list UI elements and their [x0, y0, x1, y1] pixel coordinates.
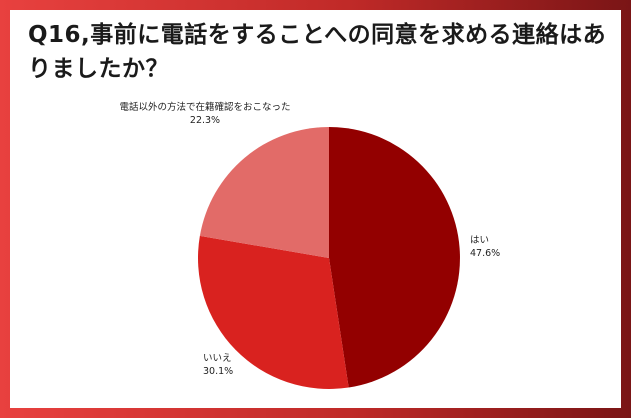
slice-label-other-method: 電話以外の方法で在籍確認をおこなった — [119, 101, 290, 113]
pie-slices — [197, 127, 460, 389]
slice-value-yes: 47.6% — [470, 248, 500, 259]
pie-labels: はい 47.6% いいえ 30.1% 電話以外の方法で在籍確認をおこなった 22.3% — [119, 101, 500, 377]
slice-value-other-method: 22.3% — [190, 115, 220, 126]
slice-value-no: 30.1% — [203, 366, 233, 377]
chart-title: Q16,事前に電話をすることへの同意を求める連絡はありましたか？ — [28, 22, 607, 82]
slice-label-yes: はい — [470, 235, 489, 246]
slice-label-no: いいえ — [203, 353, 232, 364]
pie-slice-yes — [329, 127, 460, 388]
pie-slice-no — [197, 235, 349, 389]
pie-slice-other-method — [199, 127, 329, 258]
